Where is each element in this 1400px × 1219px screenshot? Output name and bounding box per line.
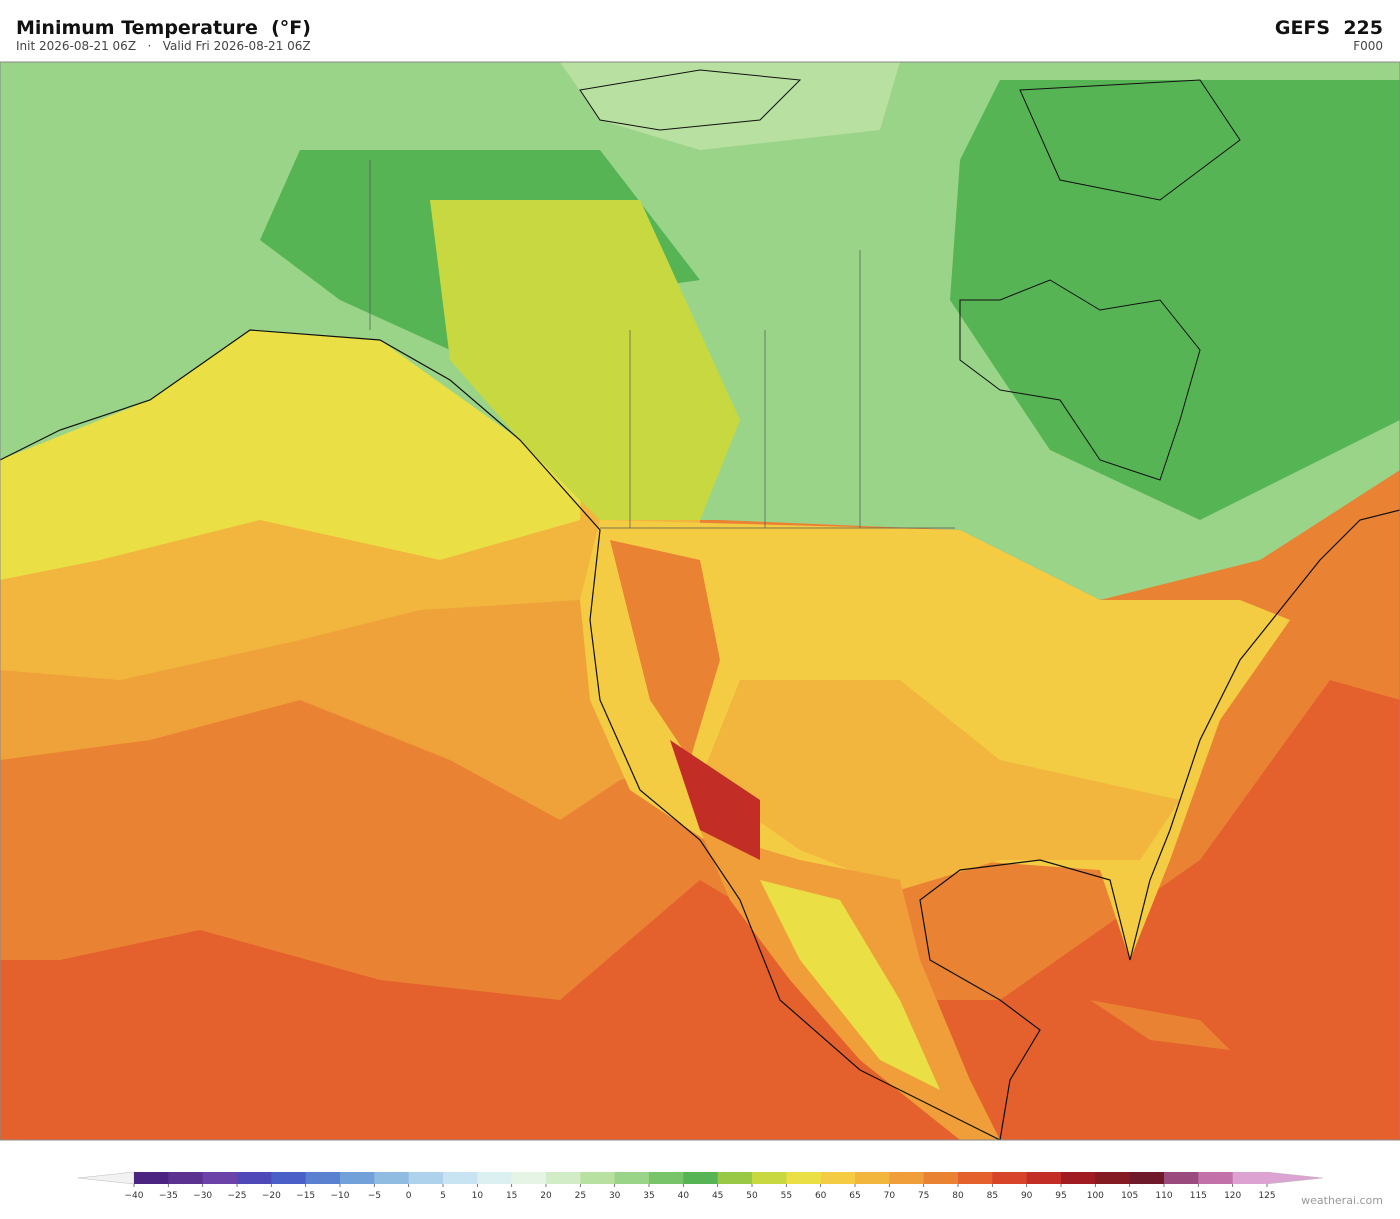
colorbar-tick-label: 40 bbox=[678, 1191, 690, 1201]
colorbar-swatch bbox=[305, 1172, 341, 1184]
colorbar-swatch bbox=[134, 1172, 169, 1184]
colorbar-swatch bbox=[546, 1172, 581, 1184]
colorbar-tick-label: −20 bbox=[262, 1191, 281, 1201]
colorbar-tick-label: 0 bbox=[406, 1191, 412, 1201]
colorbar-tick-label: 110 bbox=[1155, 1191, 1172, 1201]
colorbar-swatch bbox=[477, 1172, 513, 1184]
colorbar-swatch bbox=[855, 1172, 890, 1184]
colorbar-swatch bbox=[1095, 1172, 1131, 1184]
colorbar-swatch bbox=[202, 1172, 238, 1184]
colorbar-swatch bbox=[1198, 1172, 1234, 1184]
colorbar-tick-label: 120 bbox=[1224, 1191, 1241, 1201]
colorbar-tick-label: 30 bbox=[609, 1191, 621, 1201]
colorbar-tick-label: 115 bbox=[1190, 1191, 1207, 1201]
colorbar-swatch bbox=[580, 1172, 616, 1184]
colorbar-tick-label: −15 bbox=[296, 1191, 315, 1201]
map bbox=[0, 62, 1400, 1140]
colorbar-tick-label: 70 bbox=[884, 1191, 896, 1201]
colorbar-tick-label: −5 bbox=[368, 1191, 381, 1201]
colorbar-tick-label: 35 bbox=[643, 1191, 654, 1201]
colorbar-tick-label: 15 bbox=[506, 1191, 517, 1201]
colorbar-tick-label: 25 bbox=[575, 1191, 586, 1201]
colorbar-swatch bbox=[786, 1172, 822, 1184]
title: Minimum Temperature (°F) bbox=[16, 17, 311, 39]
colorbar-swatch bbox=[820, 1172, 856, 1184]
colorbar-tick-label: 20 bbox=[540, 1191, 552, 1201]
colorbar-tick-label: 5 bbox=[440, 1191, 446, 1201]
colorbar-tick-label: 45 bbox=[712, 1191, 723, 1201]
colorbar-swatch bbox=[923, 1172, 959, 1184]
colorbar-tick-label: 100 bbox=[1087, 1191, 1104, 1201]
colorbar-tick-label: 75 bbox=[918, 1191, 929, 1201]
colorbar-swatch bbox=[408, 1172, 444, 1184]
colorbar-extension-high bbox=[1266, 1171, 1324, 1185]
colorbar-tick-label: 50 bbox=[746, 1191, 758, 1201]
colorbar-swatch bbox=[1164, 1172, 1199, 1184]
colorbar-swatch bbox=[614, 1172, 650, 1184]
colorbar-swatch bbox=[443, 1172, 478, 1184]
colorbar-swatch bbox=[717, 1172, 753, 1184]
colorbar-swatch bbox=[683, 1172, 719, 1184]
colorbar-tick-label: 105 bbox=[1121, 1191, 1138, 1201]
colorbar-tick-label: −35 bbox=[159, 1191, 178, 1201]
colorbar-swatch bbox=[1232, 1172, 1268, 1184]
colorbar-tick-label: 55 bbox=[781, 1191, 792, 1201]
colorbar-swatch bbox=[889, 1172, 925, 1184]
forecast-hour: F000 bbox=[1353, 39, 1383, 53]
colorbar-tick-label: −10 bbox=[331, 1191, 350, 1201]
colorbar-swatch bbox=[1129, 1172, 1165, 1184]
colorbar-swatch bbox=[237, 1172, 272, 1184]
colorbar-swatch bbox=[511, 1172, 547, 1184]
colorbar-tick-label: 90 bbox=[1021, 1191, 1033, 1201]
colorbar-tick-label: −25 bbox=[228, 1191, 247, 1201]
colorbar-swatch bbox=[340, 1172, 375, 1184]
colorbar-swatch bbox=[1026, 1172, 1062, 1184]
colorbar-tick-label: 60 bbox=[815, 1191, 827, 1201]
credit: weatherai.com bbox=[1301, 1194, 1383, 1207]
colorbar-tick-label: 85 bbox=[987, 1191, 998, 1201]
subtitle: Init 2026-08-21 06Z · Valid Fri 2026-08-… bbox=[16, 39, 311, 53]
colorbar-swatch bbox=[992, 1172, 1028, 1184]
colorbar-swatch bbox=[271, 1172, 307, 1184]
colorbar-swatch bbox=[374, 1172, 410, 1184]
colorbar: −40 −35 −30 −25 −20 −15 −10 −5 0 5 10 15 20 25 30 35 40 4… bbox=[77, 1171, 1324, 1201]
map-frame bbox=[0, 61, 1400, 1141]
colorbar-extension-low bbox=[77, 1171, 135, 1185]
colorbar-swatch bbox=[649, 1172, 684, 1184]
colorbar-swatch bbox=[752, 1172, 787, 1184]
model-label: GEFS 225 bbox=[1275, 17, 1383, 39]
colorbar-tick-label: −30 bbox=[193, 1191, 212, 1201]
colorbar-tick-label: 95 bbox=[1055, 1191, 1066, 1201]
colorbar-tick-label: 125 bbox=[1258, 1191, 1275, 1201]
colorbar-swatch bbox=[958, 1172, 993, 1184]
colorbar-tick-label: 80 bbox=[952, 1191, 964, 1201]
colorbar-tick-label: 65 bbox=[849, 1191, 860, 1201]
colorbar-tick-label: −40 bbox=[125, 1191, 144, 1201]
colorbar-tick-label: 10 bbox=[472, 1191, 484, 1201]
colorbar-swatch bbox=[168, 1172, 204, 1184]
colorbar-swatch bbox=[1061, 1172, 1096, 1184]
